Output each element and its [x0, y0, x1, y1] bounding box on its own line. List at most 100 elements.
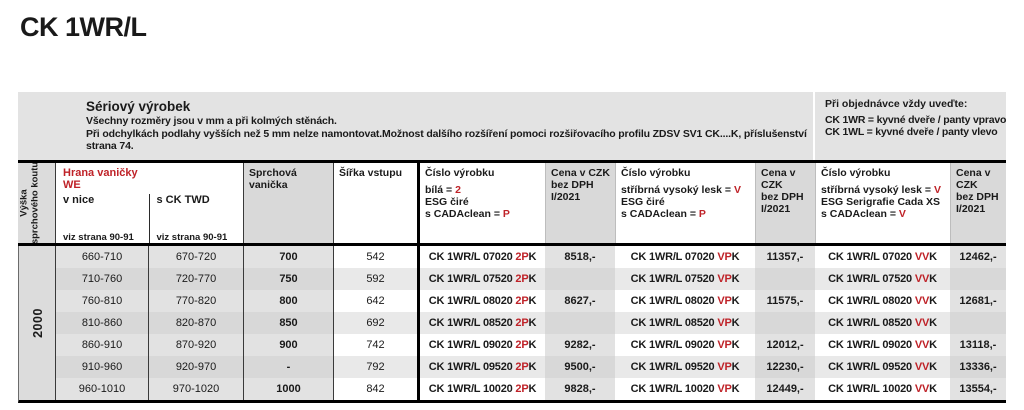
code-variant-k: K — [528, 317, 537, 329]
code-variant-red: VP — [717, 383, 732, 395]
code-base: CK 1WR/L 09520 — [630, 361, 718, 373]
code-base: CK 1WR/L 08520 — [828, 317, 915, 329]
cell-s-ck-twd: 920-970 — [148, 356, 243, 378]
code-base: CK 1WR/L 09520 — [828, 361, 915, 373]
code-base: CK 1WR/L 07520 — [828, 273, 915, 285]
header-price-2: Cena v CZK bez DPH I/2021 — [755, 163, 815, 243]
code-base: CK 1WR/L 07020 — [428, 251, 516, 263]
cell-entry-width: 592 — [333, 268, 417, 290]
cell-shower-tray: 800 — [243, 290, 333, 312]
cell-height-spacer — [19, 246, 55, 268]
code-variant-k: K — [731, 317, 740, 329]
series-product-title: Sériový výrobek — [86, 99, 191, 114]
code2-line1: stříbrná vysoký lesk = V — [621, 184, 750, 196]
code-variant-k: K — [929, 339, 937, 351]
table-row: 810-860 820-870 850 692 CK 1WR/L 08520 2… — [19, 312, 1006, 334]
info-band: Sériový výrobek Všechny rozměry jsou v m… — [18, 92, 1006, 160]
code3-l3-code: V — [898, 208, 906, 220]
table-header: Výška sprchového koutu Hrana vaničky WE … — [18, 160, 1006, 246]
code-variant-red: VV — [914, 273, 930, 285]
cell-v-nice: 660-710 — [55, 246, 148, 268]
cell-shower-tray: 900 — [243, 334, 333, 356]
code-variant-red: 2P — [515, 295, 529, 307]
code-base: CK 1WR/L 09020 — [630, 339, 718, 351]
cell-shower-tray: 700 — [243, 246, 333, 268]
code-base: CK 1WR/L 08020 — [428, 295, 516, 307]
table-row: 860-910 870-920 900 742 CK 1WR/L 09020 2… — [19, 334, 1006, 356]
code-variant-red: VP — [717, 317, 732, 329]
cell-price-white: 9282,- — [545, 334, 615, 356]
code-variant-k: K — [528, 251, 537, 263]
code2-l1-text: stříbrná vysoký lesk = — [621, 184, 734, 196]
header-entry-width: Šířka vstupu — [333, 163, 417, 243]
price3-line3: I/2021 — [956, 203, 986, 215]
code3-l1-text: stříbrná vysoký lesk = — [821, 184, 934, 196]
cell-entry-width: 842 — [333, 378, 417, 400]
tray-edge-title: Hrana vaničky WE — [56, 163, 243, 191]
cell-price-serigraphy: 12681,- — [950, 290, 1006, 312]
cell-v-nice: 910-960 — [55, 356, 148, 378]
cell-price-white: 8518,- — [545, 246, 615, 268]
code-base: CK 1WR/L 07520 — [428, 273, 516, 285]
code-variant-red: 2P — [515, 383, 529, 395]
code-variant-k: K — [528, 339, 537, 351]
cell-entry-width: 642 — [333, 290, 417, 312]
cell-height-spacer — [19, 312, 55, 334]
table-row: 710-760 720-770 750 592 CK 1WR/L 07520 2… — [19, 268, 1006, 290]
table-body: 660-710 670-720 700 542 CK 1WR/L 07020 2… — [18, 246, 1006, 403]
code-variant-k: K — [929, 295, 937, 307]
cell-code-white: CK 1WR/L 08520 2PK — [417, 312, 545, 334]
code-base: CK 1WR/L 08020 — [630, 295, 718, 307]
cell-code-serigraphy: CK 1WR/L 08520 VVK — [815, 312, 950, 334]
tray-edge-title-line1: Hrana vaničky — [63, 167, 138, 179]
price3-line2: bez DPH — [956, 191, 999, 203]
code-variant-k: K — [731, 361, 740, 373]
code-variant-red: 2P — [515, 361, 529, 373]
code-base: CK 1WR/L 09520 — [428, 361, 516, 373]
cell-code-silver: CK 1WR/L 07520 VPK — [615, 268, 755, 290]
cell-s-ck-twd: 770-820 — [148, 290, 243, 312]
cell-price-serigraphy — [950, 312, 1006, 334]
code3-title: Číslo výrobku — [821, 167, 891, 179]
table-row: 910-960 920-970 - 792 CK 1WR/L 09520 2PK… — [19, 356, 1006, 378]
cell-code-white: CK 1WR/L 10020 2PK — [417, 378, 545, 400]
code-variant-k: K — [528, 295, 537, 307]
code3-line3: s CADAclean = V — [821, 208, 945, 220]
cell-price-silver: 12230,- — [755, 356, 815, 378]
table-row: 660-710 670-720 700 542 CK 1WR/L 07020 2… — [19, 246, 1006, 268]
header-price-3: Cena v CZK bez DPH I/2021 — [950, 163, 1006, 243]
height-rotated-label: Výška sprchového koutu — [18, 163, 55, 243]
price2-line2: bez DPH — [761, 191, 804, 203]
code-variant-red: VV — [914, 383, 930, 395]
code-variant-k: K — [731, 273, 740, 285]
page-title: CK 1WR/L — [20, 12, 147, 42]
info-line-2: Při odchylkách podlahy vyšších než 5 mm … — [86, 127, 807, 140]
cell-v-nice: 810-860 — [55, 312, 148, 334]
info-line-1: Všechny rozměry jsou v mm a při kolmých … — [86, 115, 337, 127]
code-variant-k: K — [731, 339, 740, 351]
code-variant-k: K — [731, 251, 740, 263]
cell-v-nice: 960-1010 — [55, 378, 148, 400]
code-variant-red: VP — [717, 339, 732, 351]
code-base: CK 1WR/L 08020 — [828, 295, 915, 307]
table-row: 760-810 770-820 800 642 CK 1WR/L 08020 2… — [19, 290, 1006, 312]
header-code-serigraphy: Číslo výrobku stříbrná vysoký lesk = V E… — [815, 163, 950, 243]
cell-price-serigraphy — [950, 268, 1006, 290]
height-label-line1: Výška — [18, 189, 29, 217]
cell-code-serigraphy: CK 1WR/L 07520 VVK — [815, 268, 950, 290]
code-variant-k: K — [731, 295, 740, 307]
code-variant-red: VV — [914, 339, 930, 351]
code-variant-red: 2P — [515, 317, 529, 329]
v-nice-ref: viz strana 90-91 — [63, 232, 134, 243]
code-variant-k: K — [528, 361, 537, 373]
header-height-of-shower: Výška sprchového koutu — [18, 163, 55, 243]
info-line-3: strana 74. — [86, 140, 134, 152]
cell-s-ck-twd: 870-920 — [148, 334, 243, 356]
price1-line2: bez DPH — [551, 179, 594, 191]
code1-line3: s CADAclean = P — [425, 208, 540, 220]
order-note-title: Při objednávce vždy uveďte: — [825, 98, 968, 110]
s-ck-twd-ref: viz strana 90-91 — [156, 232, 228, 243]
order-note-line-1: CK 1WR = kyvné dveře / panty vpravo — [825, 114, 1007, 126]
cell-price-white: 9500,- — [545, 356, 615, 378]
